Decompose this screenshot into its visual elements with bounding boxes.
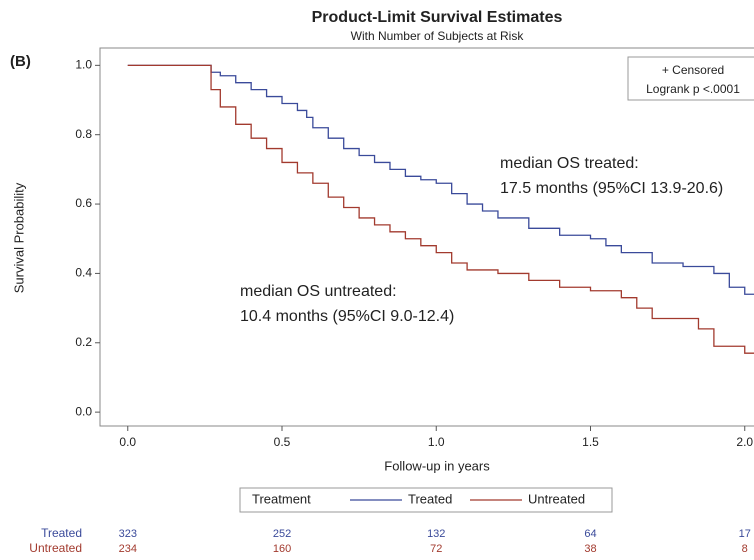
at-risk-count: 252 xyxy=(273,528,291,540)
panel-label: (B) xyxy=(10,53,31,70)
inset-legend-box xyxy=(627,56,754,101)
at-risk-count: 234 xyxy=(119,543,137,555)
survival-curve xyxy=(127,64,754,295)
y-tick-label: 0.6 xyxy=(75,196,92,210)
x-tick-label: 2.0 xyxy=(736,435,753,449)
at-risk-count: 323 xyxy=(119,528,137,540)
inset-legend-text: Logrank p <.0001 xyxy=(646,82,740,96)
y-tick-label: 0.2 xyxy=(75,335,92,349)
annotation: 17.5 months (95%CI 13.9-20.6) xyxy=(500,180,723,197)
legend-label: Untreated xyxy=(528,491,585,506)
annotation: 10.4 months (95%CI 9.0-12.4) xyxy=(240,308,454,325)
legend-label: Treated xyxy=(408,491,452,506)
y-axis-label: Survival Probability xyxy=(11,182,26,293)
at-risk-label: Untreated xyxy=(29,541,82,555)
at-risk-count: 38 xyxy=(584,543,596,555)
at-risk-label: Treated xyxy=(41,526,82,540)
x-tick-label: 1.0 xyxy=(428,435,445,449)
inset-legend-text: + Censored xyxy=(662,63,724,77)
chart-title: Product-Limit Survival Estimates xyxy=(312,9,563,26)
annotation: median OS untreated: xyxy=(240,283,397,300)
at-risk-count: 8 xyxy=(742,543,748,555)
x-tick-label: 1.5 xyxy=(582,435,599,449)
at-risk-count: 132 xyxy=(427,528,445,540)
y-tick-label: 0.4 xyxy=(75,266,92,280)
chart-subtitle: With Number of Subjects at Risk xyxy=(351,29,525,43)
y-tick-label: 0.8 xyxy=(75,127,92,141)
x-axis-label: Follow-up in years xyxy=(384,458,490,473)
at-risk-count: 17 xyxy=(739,528,751,540)
at-risk-count: 160 xyxy=(273,543,291,555)
y-tick-label: 0.0 xyxy=(75,404,92,418)
x-tick-label: 0.5 xyxy=(274,435,291,449)
annotation: median OS treated: xyxy=(500,155,639,172)
survival-curve xyxy=(127,64,754,354)
plot-frame xyxy=(99,47,754,427)
at-risk-count: 64 xyxy=(584,528,596,540)
x-tick-label: 0.0 xyxy=(119,435,136,449)
at-risk-count: 72 xyxy=(430,543,442,555)
legend-box xyxy=(239,487,613,513)
legend-title: Treatment xyxy=(252,491,311,506)
y-tick-label: 1.0 xyxy=(75,58,92,72)
